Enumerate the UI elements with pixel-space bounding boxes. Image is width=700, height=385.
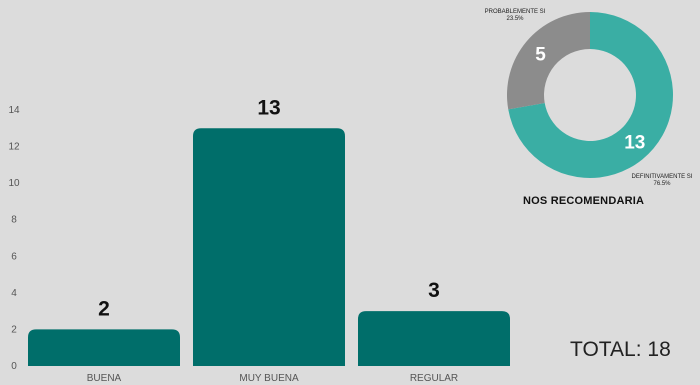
- donut-slice-name: PROBABLEMENTE SI: [485, 9, 546, 15]
- y-tick-label: 14: [8, 105, 20, 116]
- bar-value-label: 3: [428, 279, 440, 302]
- bar-buena: [28, 329, 180, 366]
- donut-value-label: 5: [535, 45, 546, 66]
- donut-slice-name: DEFINITIVAMENTE SI: [632, 174, 693, 180]
- donut-slice-definitivamente-si: [508, 12, 673, 178]
- y-tick-label: 8: [11, 215, 17, 226]
- y-tick-label: 4: [11, 288, 17, 299]
- donut-title: NOS RECOMENDARIA: [523, 195, 645, 207]
- donut-value-label: 13: [624, 132, 645, 153]
- y-tick-label: 12: [8, 142, 20, 153]
- total-label: TOTAL: 18: [570, 338, 671, 361]
- y-tick-label: 0: [11, 361, 17, 372]
- bar-chart: 0 2 4 6 8 10 12 14 2 BUENA 13 MUY BUENA 3 REGULAR: [8, 96, 510, 384]
- donut-slice-probablemente-si: [507, 12, 590, 110]
- bar-value-label: 13: [257, 96, 280, 119]
- donut-slice-percent: 76.5%: [653, 181, 671, 187]
- x-category-label: REGULAR: [410, 373, 458, 384]
- bar-muy-buena: [193, 128, 345, 366]
- x-category-label: MUY BUENA: [239, 373, 299, 384]
- x-category-label: BUENA: [87, 373, 122, 384]
- bar-regular: [358, 311, 510, 366]
- y-tick-label: 2: [11, 324, 17, 335]
- bar-value-label: 2: [98, 297, 110, 320]
- y-tick-label: 10: [8, 178, 20, 189]
- donut-slice-percent: 23.5%: [506, 16, 524, 22]
- y-tick-label: 6: [11, 251, 17, 262]
